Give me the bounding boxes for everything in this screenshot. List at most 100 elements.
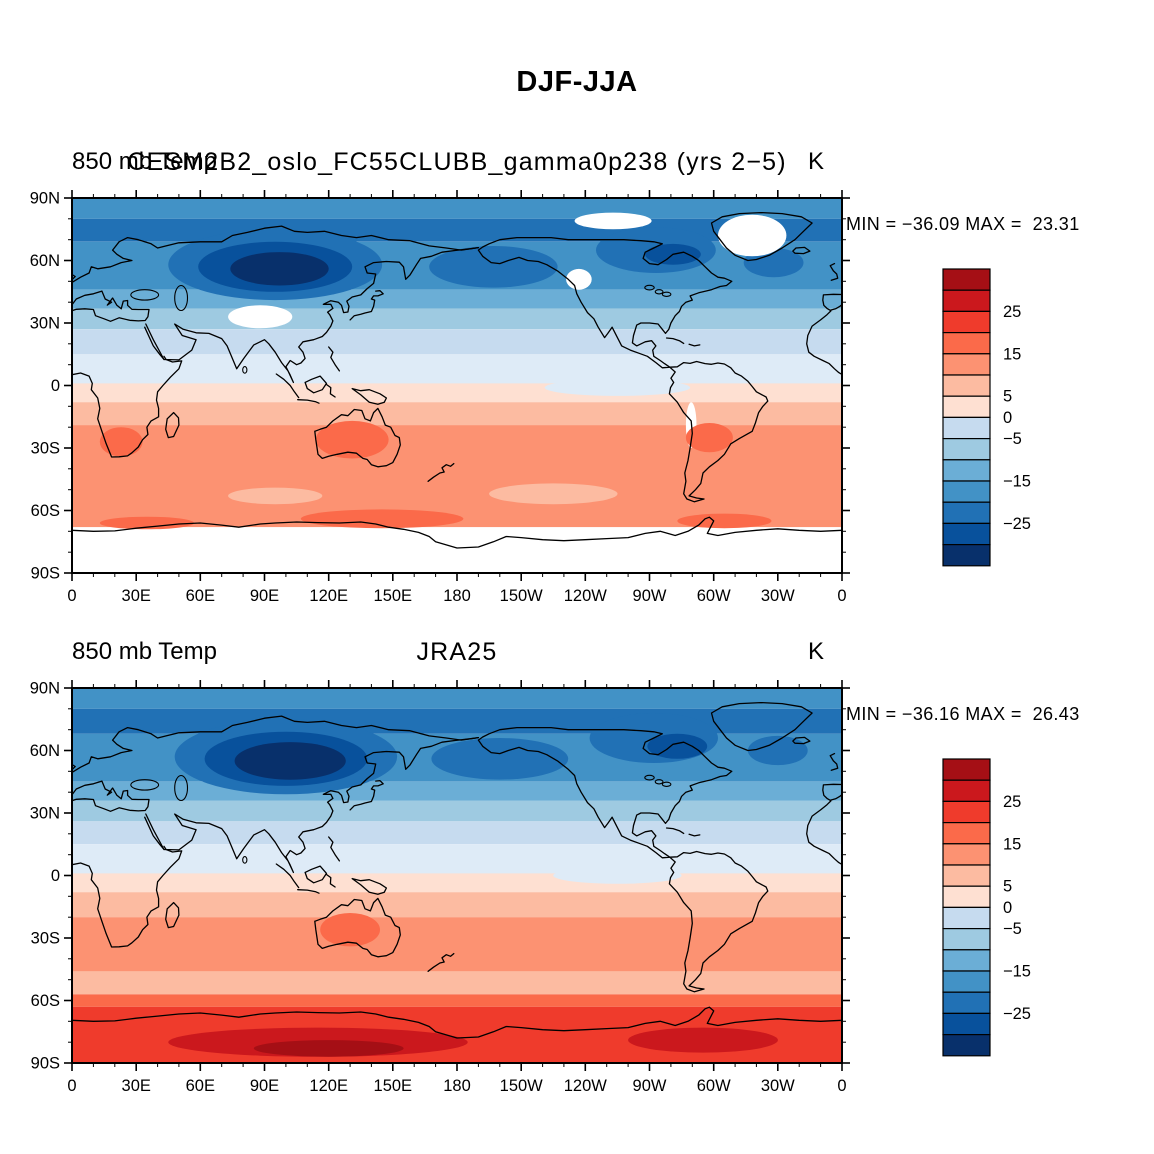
colorbar-box — [942, 991, 991, 1014]
coastline — [829, 752, 839, 771]
lon-tick-label: 150W — [500, 587, 544, 605]
lat-tick-label: 0 — [51, 867, 60, 885]
contour-blob — [230, 252, 329, 286]
lon-tick-label: 120E — [309, 1077, 348, 1095]
contour-band — [72, 800, 842, 822]
lake-outline — [130, 289, 160, 301]
colorbar-box — [942, 758, 991, 781]
panel-variable-title: 850 mb Temp — [72, 638, 217, 665]
colorbar-label: 15 — [1003, 835, 1021, 853]
panel-variable-title: 850 mb Temp — [72, 148, 217, 175]
lon-tick-label: 120W — [564, 587, 608, 605]
min-max-stats-model: MIN = −36.09 MAX = 23.31 — [846, 214, 1080, 234]
lat-tick-label: 30N — [30, 315, 60, 333]
lon-tick-label: 120W — [564, 1077, 608, 1095]
coastline — [427, 462, 455, 482]
coastline — [328, 836, 341, 862]
contour-blob — [99, 516, 194, 530]
colorbar-box — [942, 864, 991, 887]
colorbar-label: −5 — [1003, 430, 1022, 448]
lat-tick-label: 30S — [31, 930, 60, 948]
panel-case-title: CESM2B2_oslo_FC55CLUBB_gamma0p238 (yrs 2… — [127, 148, 787, 176]
lon-tick-label: 30W — [761, 587, 795, 605]
lake-outline — [644, 284, 655, 291]
lon-tick-label: 0 — [67, 587, 76, 605]
coastline — [325, 383, 336, 398]
lat-tick-label: 30N — [30, 805, 60, 823]
colorbar-label: 15 — [1003, 345, 1021, 363]
lake-outline — [174, 284, 189, 312]
panel-model: 850 mb Temp CESM2B2_oslo_FC55CLUBB_gamma… — [0, 148, 1154, 620]
colorbar-label: −25 — [1003, 515, 1031, 533]
contour-band — [72, 892, 842, 918]
colorbar-box — [942, 480, 991, 503]
coastline — [72, 273, 76, 281]
coastline — [477, 726, 733, 859]
contour-band — [72, 354, 842, 384]
colorbar-label: 25 — [1003, 303, 1021, 321]
lon-tick-label: 60E — [186, 1077, 215, 1095]
panel-case-title: JRA25 — [416, 638, 498, 666]
colorbar-box — [942, 268, 991, 291]
lon-tick-label: 90E — [250, 1077, 279, 1095]
coastline — [72, 516, 842, 549]
coastline — [72, 845, 183, 948]
coastline — [72, 225, 480, 284]
lake-outline — [242, 856, 248, 864]
lake-outline — [242, 366, 248, 374]
contour-band — [72, 821, 842, 845]
contour-band — [72, 844, 842, 874]
colorbar-box — [942, 501, 991, 524]
contour-blob — [553, 867, 682, 884]
lat-tick-label: 90S — [31, 1055, 60, 1073]
contour-blob — [315, 420, 389, 459]
lon-tick-label: 90E — [250, 587, 279, 605]
colorbar-box — [942, 928, 991, 951]
colorbar-box — [942, 843, 991, 866]
contour-band — [72, 994, 842, 1007]
contour-blob — [628, 1027, 778, 1053]
contour-blob — [566, 268, 592, 290]
coastline — [165, 901, 180, 929]
lon-tick-label: 90W — [633, 1077, 667, 1095]
contour-band — [72, 402, 842, 426]
lat-tick-label: 60N — [30, 252, 60, 270]
colorbar-label: 25 — [1003, 793, 1021, 811]
lon-tick-label: 180 — [443, 587, 471, 605]
contour-band — [72, 708, 842, 734]
colorbar-box — [942, 374, 991, 397]
coastline — [351, 387, 388, 405]
colorbar-box — [942, 821, 991, 845]
contour-band — [72, 971, 842, 995]
colorbar-box — [942, 800, 991, 824]
lon-tick-label: 30E — [122, 587, 151, 605]
contour-blob — [677, 513, 772, 529]
lake-outline — [661, 291, 672, 297]
colorbar-box — [942, 522, 991, 546]
coastline — [145, 246, 480, 384]
coastline — [144, 816, 165, 851]
coastline — [297, 889, 320, 894]
colorbar-box — [942, 779, 991, 803]
coastline — [806, 310, 842, 376]
colorbar-label: −5 — [1003, 920, 1022, 938]
coastline — [72, 780, 150, 812]
lat-tick-label: 60S — [31, 992, 60, 1010]
coastline — [314, 897, 401, 958]
coastline — [688, 833, 701, 837]
coastline — [72, 763, 76, 771]
contour-band — [72, 198, 842, 219]
map-field — [72, 688, 842, 1063]
coastline — [806, 800, 842, 866]
coastline — [304, 865, 328, 884]
coastline — [710, 701, 813, 752]
coastline — [304, 375, 328, 394]
colorbar-box — [942, 395, 991, 418]
contour-map-model: 0 30E 60E 90E 120E 150E 180 150W 120W 90W 60W 30W 09… — [30, 190, 850, 605]
coastline — [144, 326, 165, 361]
colorbar-box — [942, 289, 991, 313]
lat-tick-label: 30S — [31, 440, 60, 458]
lat-tick-label: 60N — [30, 742, 60, 760]
panel-reference: 850 mb Temp JRA25 K 0 30E 60E 90E 120E 150E 18… — [0, 638, 1154, 1110]
